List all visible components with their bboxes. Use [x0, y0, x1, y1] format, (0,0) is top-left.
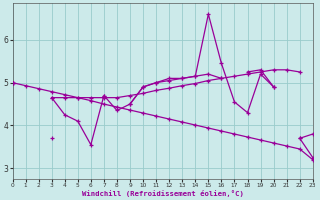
X-axis label: Windchill (Refroidissement éolien,°C): Windchill (Refroidissement éolien,°C) [82, 190, 244, 197]
